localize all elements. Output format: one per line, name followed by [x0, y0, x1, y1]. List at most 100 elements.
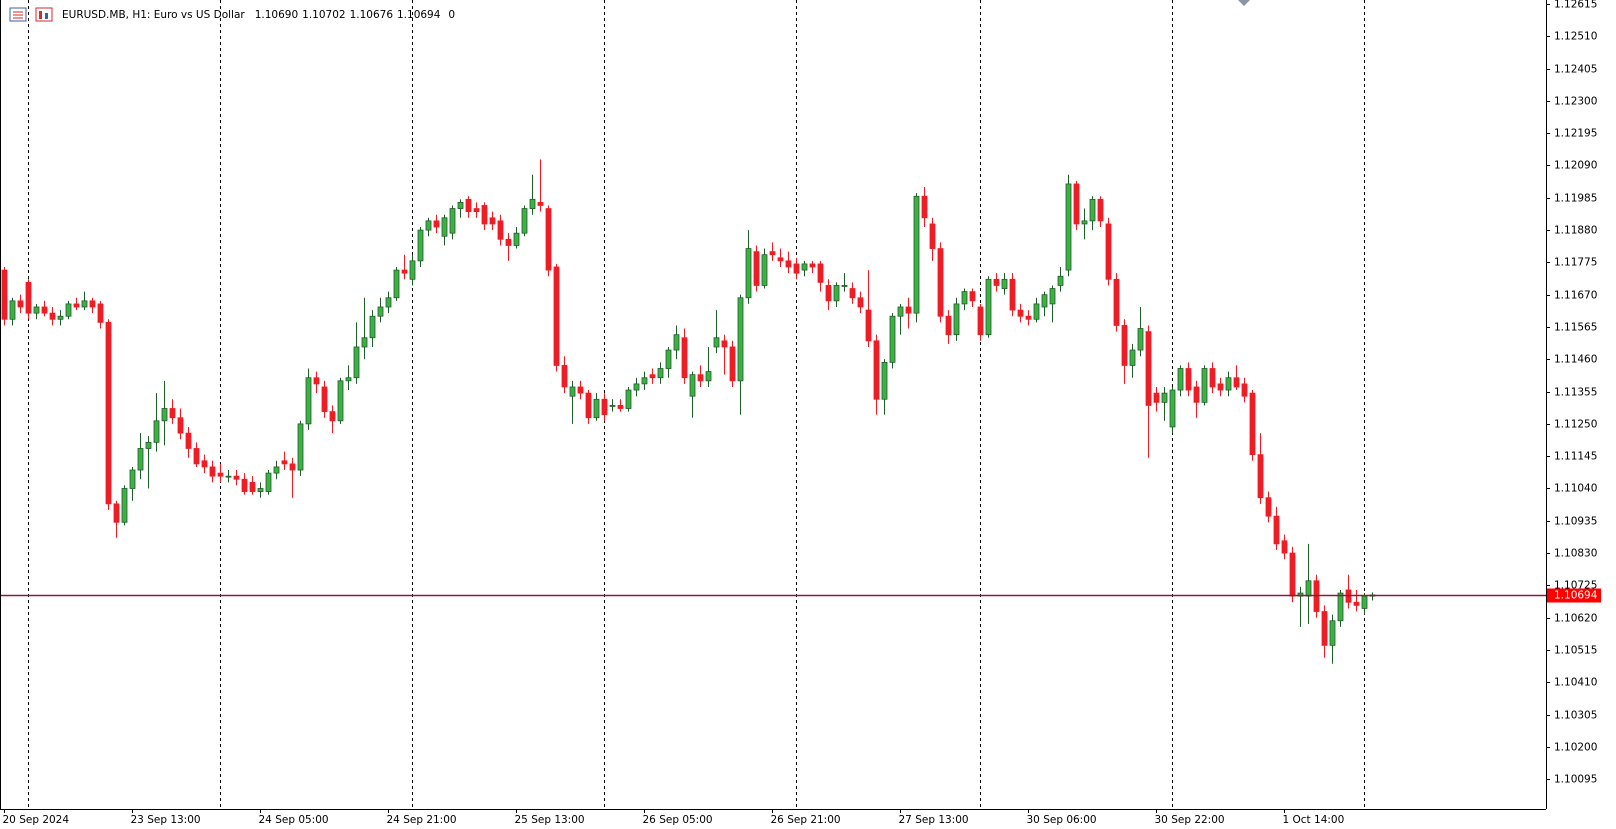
- candle-body: [865, 309, 872, 342]
- separators: [28, 0, 1365, 809]
- candle-body: [57, 315, 64, 320]
- candle-body: [833, 285, 840, 302]
- candle-body: [137, 448, 144, 471]
- candle-body: [577, 386, 584, 394]
- candle-body: [697, 374, 704, 382]
- candle-body: [721, 340, 728, 348]
- candle-body: [361, 337, 368, 348]
- y-tick-label: 1.10935: [1554, 516, 1597, 528]
- candle-body: [753, 251, 760, 286]
- candle-body: [977, 306, 984, 336]
- y-tick-label: 1.12090: [1554, 160, 1597, 172]
- x-tick-label: 26 Sep 21:00: [771, 814, 841, 826]
- y-tick-label: 1.10830: [1554, 548, 1597, 560]
- candle-body: [249, 481, 256, 492]
- candle-body: [513, 232, 520, 246]
- candle-body: [1209, 368, 1216, 388]
- candle-body: [1153, 392, 1160, 403]
- toolbar-icons[interactable]: [9, 7, 53, 22]
- candle-body: [537, 202, 544, 206]
- candle-body: [673, 334, 680, 351]
- candle-body: [729, 346, 736, 382]
- candle-body: [665, 349, 672, 369]
- x-tick-label: 30 Sep 22:00: [1155, 814, 1225, 826]
- candle-body: [1217, 383, 1224, 391]
- candle-body: [1161, 392, 1168, 403]
- y-tick-label: 1.11040: [1554, 483, 1597, 495]
- candle-body: [241, 478, 248, 492]
- x-tick-label: 30 Sep 06:00: [1027, 814, 1097, 826]
- candle-body: [929, 223, 936, 249]
- candle-body: [1113, 278, 1120, 326]
- candle-body: [353, 346, 360, 379]
- candle-body: [849, 288, 856, 299]
- icon-chart[interactable]: [35, 7, 53, 22]
- candle-body: [1, 269, 8, 320]
- candle-body: [993, 278, 1000, 286]
- candle-body: [161, 408, 168, 422]
- candle-body: [297, 423, 304, 471]
- candle-body: [545, 208, 552, 271]
- candle-body: [777, 257, 784, 262]
- candle-body: [897, 306, 904, 317]
- candle-body: [881, 361, 888, 400]
- y-tick-label: 1.11670: [1554, 290, 1597, 302]
- candle-body: [481, 205, 488, 225]
- candle-body: [1089, 198, 1096, 222]
- y-tick-label: 1.12195: [1554, 128, 1597, 140]
- candle-body: [913, 195, 920, 314]
- y-tick-label: 1.11355: [1554, 387, 1597, 399]
- price-label-box: [1547, 588, 1601, 603]
- candle-body: [1233, 377, 1240, 388]
- candle-body: [889, 315, 896, 363]
- header-spread: 0: [448, 9, 455, 21]
- candle-body: [785, 260, 792, 268]
- candle-body: [217, 472, 224, 477]
- candle-body: [585, 392, 592, 419]
- header-close: 1.10694: [397, 9, 441, 21]
- candle-body: [809, 263, 816, 268]
- candle-body: [393, 269, 400, 299]
- candle-body: [817, 263, 824, 283]
- candle-body: [745, 248, 752, 299]
- candle-body: [9, 300, 16, 320]
- candle-body: [425, 220, 432, 231]
- x-tick-label: 27 Sep 13:00: [899, 814, 969, 826]
- candle-body: [1177, 368, 1184, 391]
- candle-body: [1337, 592, 1344, 622]
- candle-body: [1137, 328, 1144, 351]
- price-label: 1.10694: [1554, 590, 1598, 602]
- candle-body: [369, 315, 376, 339]
- candle-body: [305, 377, 312, 425]
- candle-body: [561, 365, 568, 388]
- candle-body: [737, 297, 744, 382]
- candle-body: [449, 208, 456, 234]
- candle-body: [529, 198, 536, 209]
- candle-body: [193, 448, 200, 465]
- candle-body: [1265, 497, 1272, 517]
- candle-body: [1009, 278, 1016, 311]
- candle-body: [937, 248, 944, 317]
- y-tick-label: 1.10305: [1554, 710, 1597, 722]
- candle-body: [1169, 389, 1176, 428]
- candle-body: [105, 321, 112, 505]
- candle-body: [1329, 620, 1336, 646]
- header-high: 1.10702: [302, 9, 345, 21]
- candle-body: [801, 263, 808, 271]
- candle-body: [1057, 275, 1064, 286]
- candle-body: [145, 441, 152, 449]
- candle-body: [281, 460, 288, 465]
- candle-body: [969, 291, 976, 302]
- candle-body: [521, 208, 528, 234]
- shift-marker[interactable]: [1238, 0, 1250, 6]
- candle-body: [73, 303, 80, 308]
- candle-body: [857, 297, 864, 308]
- y-tick-label: 1.12510: [1554, 31, 1597, 43]
- candle-body: [113, 503, 120, 523]
- candle-body: [465, 198, 472, 213]
- candle-body: [1321, 611, 1328, 646]
- candle-body: [1097, 198, 1104, 222]
- candle-body: [769, 251, 776, 256]
- candle-body: [1361, 595, 1368, 609]
- candle-body: [1017, 309, 1024, 317]
